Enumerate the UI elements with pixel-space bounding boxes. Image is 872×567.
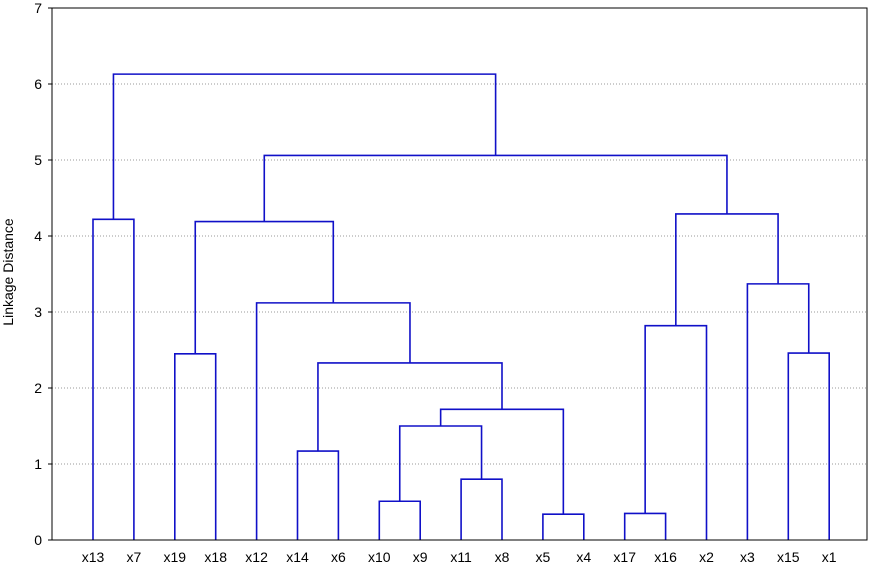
leaf-labels: x13 x7 x19 x18 x12 x14 x6 x10 x9 x11 x8 x5 x4 x17 x16 x… (82, 549, 837, 565)
leaf-label: x7 (127, 549, 142, 565)
y-tick-label: 2 (34, 380, 42, 396)
y-tick-label: 7 (34, 0, 42, 16)
dendrogram-link (255, 302, 411, 540)
dendrogram-link (378, 500, 421, 540)
dendrogram-link (746, 283, 810, 540)
leaf-label: x17 (613, 549, 636, 565)
dendrogram-tree (92, 73, 830, 540)
leaf-label: x18 (204, 549, 227, 565)
y-axis-title: Linkage Distance (0, 218, 16, 326)
leaf-label: x19 (164, 549, 187, 565)
leaf-label: x11 (450, 549, 472, 565)
dendrogram-link (787, 352, 830, 540)
dendrogram-link (194, 220, 335, 354)
leaf-label: x16 (654, 549, 677, 565)
leaf-label: x1 (822, 549, 837, 565)
dendrogram-link (112, 73, 497, 220)
y-tick-label: 6 (34, 76, 42, 92)
leaf-label: x15 (777, 549, 800, 565)
leaf-label: x4 (576, 549, 591, 565)
leaf-label: x3 (740, 549, 755, 565)
dendrogram-link (92, 218, 135, 540)
leaf-label: x14 (286, 549, 309, 565)
y-tick-label: 5 (34, 152, 42, 168)
y-tick-label: 3 (34, 304, 42, 320)
leaf-label: x13 (82, 549, 105, 565)
leaf-label: x12 (245, 549, 268, 565)
leaf-label: x5 (536, 549, 551, 565)
leaf-label: x8 (495, 549, 510, 565)
dendrogram-link (623, 512, 667, 540)
leaf-label: x9 (413, 549, 428, 565)
dendrogram-link (675, 213, 779, 326)
grid-lines (52, 83, 867, 465)
dendrogram-link (263, 154, 728, 222)
leaf-label: x10 (368, 549, 391, 565)
leaf-label: x2 (699, 549, 714, 565)
dendrogram-link (174, 353, 217, 540)
dendrogram-link (317, 362, 503, 452)
y-axis-ticks: 0 1 2 3 4 5 6 7 (34, 0, 52, 548)
dendrogram-link (296, 450, 340, 540)
dendrogram-link (542, 513, 585, 540)
y-tick-label: 4 (34, 228, 42, 244)
dendrogram-link (460, 478, 503, 540)
y-tick-label: 0 (34, 532, 42, 548)
leaf-label: x6 (331, 549, 346, 565)
y-tick-label: 1 (34, 456, 42, 472)
dendrogram-link (644, 324, 708, 540)
plot-frame (51, 7, 868, 541)
